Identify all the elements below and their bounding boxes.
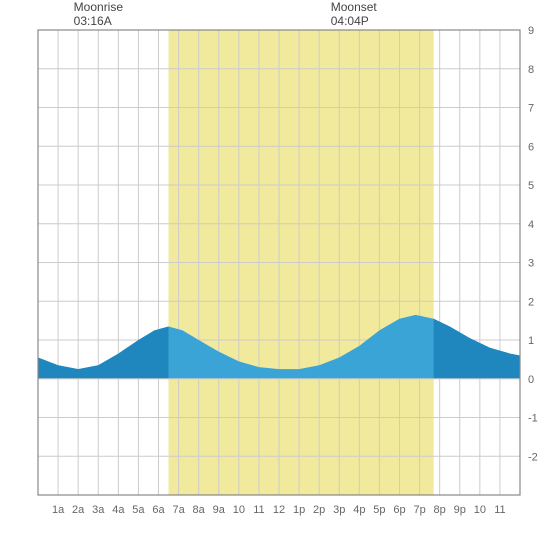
x-tick: 5a bbox=[132, 504, 145, 516]
moonrise-time: 03:16A bbox=[74, 14, 112, 28]
x-tick: 3a bbox=[92, 504, 105, 516]
y-tick: 6 bbox=[528, 141, 534, 153]
x-tick: 11 bbox=[494, 504, 505, 516]
y-tick: -2 bbox=[528, 451, 538, 463]
x-tick: 2p bbox=[313, 504, 325, 516]
x-tick: 10 bbox=[474, 504, 486, 516]
y-tick: 4 bbox=[528, 219, 534, 231]
x-tick: 1p bbox=[293, 504, 305, 516]
moonset-time: 04:04P bbox=[331, 14, 369, 28]
y-tick: 0 bbox=[528, 374, 534, 386]
moonrise-label: Moonrise bbox=[74, 0, 123, 14]
x-tick: 9p bbox=[454, 504, 466, 516]
x-tick: 4a bbox=[112, 504, 125, 516]
x-tick: 6p bbox=[393, 504, 405, 516]
x-tick: 3p bbox=[333, 504, 345, 516]
y-tick: 7 bbox=[528, 103, 534, 115]
x-tick: 8p bbox=[434, 504, 446, 516]
x-tick: 12 bbox=[273, 504, 285, 516]
x-tick: 2a bbox=[72, 504, 85, 516]
y-tick: 2 bbox=[528, 296, 534, 308]
y-tick: -1 bbox=[528, 413, 538, 425]
y-tick: 9 bbox=[528, 25, 534, 37]
x-tick: 1a bbox=[52, 504, 65, 516]
x-tick: 9a bbox=[213, 504, 226, 516]
y-tick: 1 bbox=[528, 335, 534, 347]
x-tick: 7a bbox=[172, 504, 185, 516]
tide-chart: -2-101234567891a2a3a4a5a6a7a8a9a1011121p… bbox=[0, 0, 550, 550]
x-tick: 11 bbox=[253, 504, 264, 516]
y-tick: 3 bbox=[528, 258, 534, 270]
x-tick: 10 bbox=[233, 504, 245, 516]
y-tick: 8 bbox=[528, 64, 534, 76]
x-tick: 4p bbox=[353, 504, 365, 516]
chart-svg: -2-101234567891a2a3a4a5a6a7a8a9a1011121p… bbox=[0, 0, 550, 550]
x-tick: 5p bbox=[373, 504, 385, 516]
moonset-label: Moonset bbox=[331, 0, 377, 14]
x-tick: 8a bbox=[193, 504, 206, 516]
x-tick: 6a bbox=[152, 504, 165, 516]
y-tick: 5 bbox=[528, 180, 534, 192]
x-tick: 7p bbox=[413, 504, 425, 516]
